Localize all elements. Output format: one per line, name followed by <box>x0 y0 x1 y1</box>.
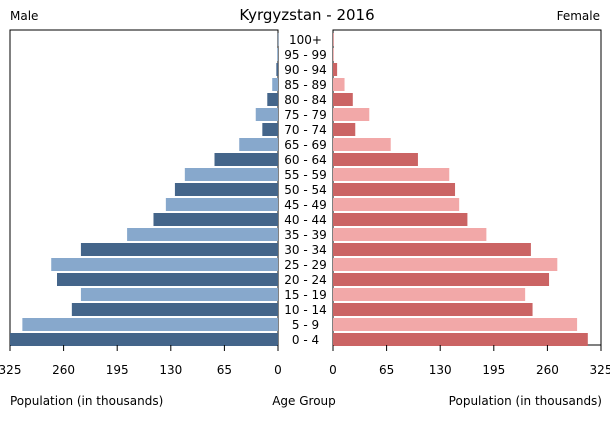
female-bar <box>333 93 353 106</box>
female-bar <box>333 138 391 151</box>
age-group-label: 30 - 34 <box>284 243 327 257</box>
male-bar <box>277 48 278 61</box>
male-bar <box>184 168 278 181</box>
male-bar <box>127 228 278 241</box>
x-tick-label-right: 260 <box>536 363 559 377</box>
female-bar <box>333 33 334 46</box>
age-group-label: 70 - 74 <box>284 123 327 137</box>
age-group-label: 35 - 39 <box>284 228 327 242</box>
male-bar <box>57 273 278 286</box>
age-group-label: 15 - 19 <box>284 288 327 302</box>
male-bar <box>80 243 278 256</box>
male-bar <box>277 33 279 46</box>
x-tick-label-left: 130 <box>159 363 182 377</box>
female-bar <box>333 48 334 61</box>
male-bar <box>214 153 278 166</box>
female-bar <box>333 258 558 271</box>
female-bar <box>333 108 370 121</box>
female-bar <box>333 63 338 76</box>
age-group-label: 50 - 54 <box>284 183 327 197</box>
female-bar <box>333 183 456 196</box>
female-bar <box>333 153 418 166</box>
x-axis-label-center: Age Group <box>272 394 336 408</box>
chart-title: Kyrgyzstan - 2016 <box>239 6 374 24</box>
male-bar <box>239 138 278 151</box>
female-bar <box>333 318 578 331</box>
male-bar <box>22 318 279 331</box>
female-bar <box>333 303 533 316</box>
age-group-label: 45 - 49 <box>284 198 327 212</box>
x-axis-label-right: Population (in thousands) <box>449 394 602 408</box>
x-tick-label-left: 65 <box>217 363 232 377</box>
female-bar <box>333 228 487 241</box>
x-tick-label-right: 195 <box>482 363 505 377</box>
x-tick-label-left: 0 <box>274 363 282 377</box>
female-bar <box>333 213 468 226</box>
female-bar <box>333 78 345 91</box>
x-axis-label-left: Population (in thousands) <box>10 394 163 408</box>
female-bar <box>333 288 526 301</box>
age-group-label: 65 - 69 <box>284 138 327 152</box>
x-tick-label-left: 325 <box>0 363 21 377</box>
female-bar <box>333 168 450 181</box>
x-tick-label-right: 0 <box>329 363 337 377</box>
male-bar <box>71 303 278 316</box>
female-bar <box>333 243 531 256</box>
male-bar <box>255 108 278 121</box>
male-bar <box>51 258 279 271</box>
male-bar <box>165 198 278 211</box>
male-bar <box>262 123 278 136</box>
x-tick-label-right: 325 <box>590 363 610 377</box>
male-bar <box>267 93 278 106</box>
age-group-label: 60 - 64 <box>284 153 327 167</box>
male-bar <box>80 288 278 301</box>
x-tick-label-left: 195 <box>106 363 129 377</box>
male-bar <box>10 333 278 346</box>
age-group-label: 55 - 59 <box>284 168 327 182</box>
female-bar <box>333 273 550 286</box>
age-group-label: 80 - 84 <box>284 93 327 107</box>
female-bar <box>333 333 588 346</box>
age-group-label: 0 - 4 <box>292 333 319 347</box>
male-bar <box>174 183 278 196</box>
female-bar <box>333 123 356 136</box>
female-bar <box>333 198 460 211</box>
male-bar <box>276 63 278 76</box>
male-bar <box>272 78 278 91</box>
age-group-label: 85 - 89 <box>284 78 327 92</box>
age-group-label: 10 - 14 <box>284 303 327 317</box>
age-group-label: 100+ <box>289 33 322 47</box>
age-group-label: 5 - 9 <box>292 318 319 332</box>
x-tick-label-left: 260 <box>52 363 75 377</box>
age-group-label: 75 - 79 <box>284 108 327 122</box>
male-bar <box>153 213 278 226</box>
male-label: Male <box>10 9 38 23</box>
x-tick-label-right: 130 <box>429 363 452 377</box>
age-group-label: 90 - 94 <box>284 63 327 77</box>
age-group-label: 95 - 99 <box>284 48 327 62</box>
x-tick-label-right: 65 <box>379 363 394 377</box>
age-group-label: 20 - 24 <box>284 273 327 287</box>
age-group-label: 25 - 29 <box>284 258 327 272</box>
age-group-label: 40 - 44 <box>284 213 327 227</box>
female-label: Female <box>557 9 600 23</box>
